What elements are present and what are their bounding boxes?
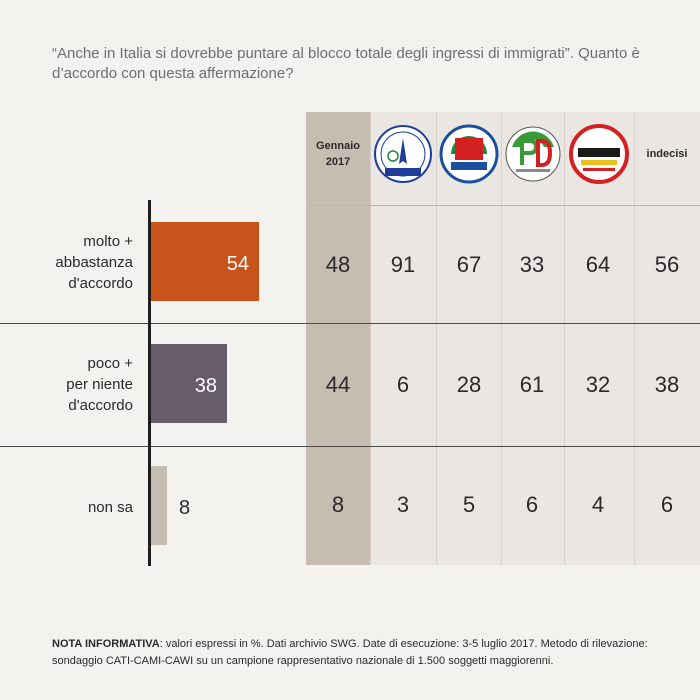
cell-disagree-lega: 6	[396, 372, 410, 397]
row-label-disagree: poco + per niente d'accordo	[66, 355, 133, 414]
lega-nord-logo-icon	[374, 125, 432, 183]
cell-agree-indecisi: 56	[654, 252, 680, 277]
row-divider	[0, 446, 700, 447]
cell-agree-forza: 67	[456, 252, 482, 277]
column-divider	[564, 112, 565, 565]
column-divider	[370, 112, 371, 565]
bar-value-dont-know: 8	[179, 497, 191, 519]
column-header-forza-italia	[436, 112, 501, 196]
column-header-pd	[501, 112, 564, 196]
forza-italia-logo-icon	[439, 124, 498, 184]
bar-agree	[151, 222, 259, 301]
header-divider	[306, 205, 700, 206]
column-header-m5s	[564, 112, 634, 196]
column-header-gennaio-2017: Gennaio 2017	[306, 112, 370, 196]
row-label-dont-know: non sa	[87, 499, 133, 516]
cell-dontknow-m5s: 4	[591, 492, 605, 517]
m5s-logo-icon	[569, 124, 629, 184]
cell-dontknow-indecisi: 6	[660, 492, 674, 517]
gennaio-2017-column-highlight	[306, 112, 370, 565]
cell-dontknow-pd: 6	[525, 492, 539, 517]
cell-disagree-gennaio: 44	[325, 372, 351, 397]
survey-question: “Anche in Italia si dovrebbe puntare al …	[52, 45, 640, 82]
cell-dontknow-lega: 3	[396, 492, 410, 517]
footnote: NOTA INFORMATIVA: valori espressi in %. …	[52, 636, 672, 670]
row-divider	[0, 323, 700, 324]
cell-dontknow-forza: 5	[462, 492, 476, 517]
row-label-agree: molto + abbastanza d'accordo	[55, 233, 133, 292]
cell-agree-gennaio: 48	[325, 252, 351, 277]
footnote-text: : valori espressi in %. Dati archivio SW…	[52, 638, 648, 667]
column-divider	[436, 112, 437, 565]
bar-axis	[148, 200, 151, 566]
footnote-heading: NOTA INFORMATIVA	[52, 638, 160, 650]
bar-value-agree: 54	[226, 253, 249, 275]
pd-logo-icon	[505, 126, 560, 182]
cell-disagree-forza: 28	[456, 372, 482, 397]
bar-disagree	[151, 344, 227, 423]
bar-value-disagree: 38	[194, 375, 217, 397]
column-header-indecisi: indecisi	[634, 112, 700, 196]
column-divider	[634, 112, 635, 565]
bar-dont-know	[151, 466, 167, 545]
cell-agree-pd: 33	[519, 252, 545, 277]
cell-disagree-m5s: 32	[585, 372, 611, 397]
column-divider	[501, 112, 502, 565]
cell-disagree-pd: 61	[519, 372, 545, 397]
cell-disagree-indecisi: 38	[654, 372, 680, 397]
column-header-label: indecisi	[646, 148, 688, 160]
cell-dontknow-gennaio: 8	[331, 492, 345, 517]
column-header-lega-nord	[370, 112, 436, 196]
cell-agree-lega: 91	[390, 252, 416, 277]
column-header-label: Gennaio 2017	[315, 140, 360, 168]
cell-agree-m5s: 64	[585, 252, 611, 277]
